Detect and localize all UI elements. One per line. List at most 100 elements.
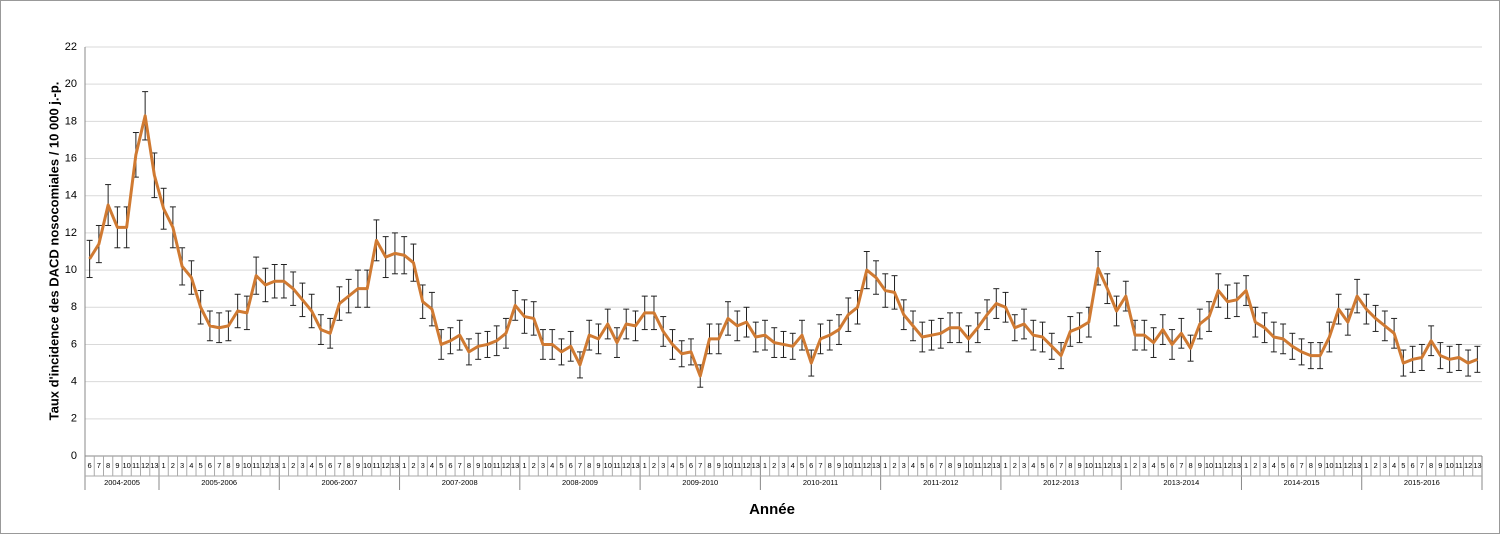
x-tick-label: 5 — [680, 461, 684, 470]
x-tick-label: 8 — [106, 461, 110, 470]
x-tick-label: 9 — [957, 461, 961, 470]
x-tick-label: 1 — [1244, 461, 1248, 470]
x-tick-label: 12 — [261, 461, 269, 470]
group-label: 2013-2014 — [1163, 478, 1199, 487]
group-label: 2014-2015 — [1284, 478, 1320, 487]
x-tick-label: 8 — [948, 461, 952, 470]
x-tick-label: 6 — [208, 461, 212, 470]
x-tick-label: 11 — [1455, 461, 1463, 470]
x-tick-label: 13 — [391, 461, 399, 470]
group-label: 2012-2013 — [1043, 478, 1079, 487]
x-tick-label: 4 — [310, 461, 314, 470]
x-tick-label: 1 — [1364, 461, 1368, 470]
line-series — [88, 114, 1478, 378]
x-tick-label: 9 — [115, 461, 119, 470]
x-tick-label: 7 — [217, 461, 221, 470]
x-tick-label: 6 — [88, 461, 92, 470]
x-tick-label: 2 — [532, 461, 536, 470]
x-tick-label: 4 — [1151, 461, 1155, 470]
x-tick-label: 2 — [1013, 461, 1017, 470]
x-tick-label: 2 — [652, 461, 656, 470]
x-tick-label: 7 — [97, 461, 101, 470]
x-tick-label: 5 — [559, 461, 563, 470]
x-tick-label: 11 — [1335, 461, 1343, 470]
x-tick-label: 11 — [1214, 461, 1222, 470]
x-tick-label: 12 — [622, 461, 630, 470]
x-tick-label: 8 — [1068, 461, 1072, 470]
x-tick-label: 7 — [818, 461, 822, 470]
x-tick-label: 3 — [1022, 461, 1026, 470]
x-tick-label: 6 — [809, 461, 813, 470]
x-tick-label: 11 — [132, 461, 140, 470]
x-tick-label: 3 — [1263, 461, 1267, 470]
x-tick-label: 13 — [270, 461, 278, 470]
x-tick-label: 9 — [717, 461, 721, 470]
x-tick-label: 13 — [1353, 461, 1361, 470]
x-tick-label: 13 — [752, 461, 760, 470]
x-tick-label: 4 — [1272, 461, 1276, 470]
x-tick-label: 9 — [356, 461, 360, 470]
x-tick-label: 10 — [724, 461, 732, 470]
x-tick-label: 2 — [892, 461, 896, 470]
x-tick-label: 4 — [550, 461, 554, 470]
x-tick-label: 7 — [1179, 461, 1183, 470]
x-tick-label: 6 — [448, 461, 452, 470]
x-tick-label: 12 — [1464, 461, 1472, 470]
x-tick-label: 13 — [150, 461, 158, 470]
x-tick-label: 5 — [1161, 461, 1165, 470]
x-tick-label: 3 — [300, 461, 304, 470]
x-tick-label: 1 — [1124, 461, 1128, 470]
x-tick-label: 4 — [670, 461, 674, 470]
x-tick-label: 2 — [291, 461, 295, 470]
x-tick-label: 9 — [1198, 461, 1202, 470]
x-tick-label: 2 — [1374, 461, 1378, 470]
x-tick-label: 13 — [1112, 461, 1120, 470]
x-tick-label: 8 — [347, 461, 351, 470]
x-tick-label: 5 — [319, 461, 323, 470]
x-tick-label: 13 — [511, 461, 519, 470]
x-tick-label: 3 — [1142, 461, 1146, 470]
x-tick-label: 4 — [1031, 461, 1035, 470]
x-tick-label: 13 — [992, 461, 1000, 470]
x-tick-label: 10 — [1085, 461, 1093, 470]
group-label: 2005-2006 — [201, 478, 237, 487]
x-tick-label: 1 — [643, 461, 647, 470]
x-tick-label: 1 — [883, 461, 887, 470]
x-tick-label: 11 — [1094, 461, 1102, 470]
x-tick-label: 1 — [402, 461, 406, 470]
x-tick-label: 2 — [1133, 461, 1137, 470]
x-tick-label: 8 — [1188, 461, 1192, 470]
y-tick-label: 16 — [65, 152, 77, 164]
y-tick-label: 14 — [65, 190, 77, 202]
x-tick-label: 10 — [483, 461, 491, 470]
x-tick-label: 6 — [569, 461, 573, 470]
x-tick-label: 3 — [661, 461, 665, 470]
x-tick-label: 12 — [382, 461, 390, 470]
y-tick-label: 0 — [71, 450, 77, 462]
x-tick-label: 8 — [707, 461, 711, 470]
x-tick-label: 4 — [1392, 461, 1396, 470]
x-tick-label: 12 — [983, 461, 991, 470]
x-tick-label: 11 — [613, 461, 621, 470]
x-tick-label: 10 — [122, 461, 130, 470]
x-tick-label: 3 — [180, 461, 184, 470]
x-tick-label: 6 — [689, 461, 693, 470]
x-tick-label: 13 — [631, 461, 639, 470]
x-tick-label: 12 — [141, 461, 149, 470]
x-tick-label: 8 — [828, 461, 832, 470]
group-label: 2015-2016 — [1404, 478, 1440, 487]
x-tick-label: 11 — [733, 461, 741, 470]
x-tick-label: 7 — [458, 461, 462, 470]
x-tick-label: 11 — [854, 461, 862, 470]
y-tick-label: 6 — [71, 338, 77, 350]
x-tick-label: 11 — [493, 461, 501, 470]
x-tick-label: 1 — [763, 461, 767, 470]
x-tick-label: 12 — [1103, 461, 1111, 470]
x-tick-label: 6 — [929, 461, 933, 470]
x-tick-label: 4 — [791, 461, 795, 470]
x-tick-label: 9 — [236, 461, 240, 470]
x-tick-label: 2 — [772, 461, 776, 470]
x-tick-label: 11 — [252, 461, 260, 470]
x-tick-label: 12 — [742, 461, 750, 470]
y-tick-label: 10 — [65, 264, 77, 276]
